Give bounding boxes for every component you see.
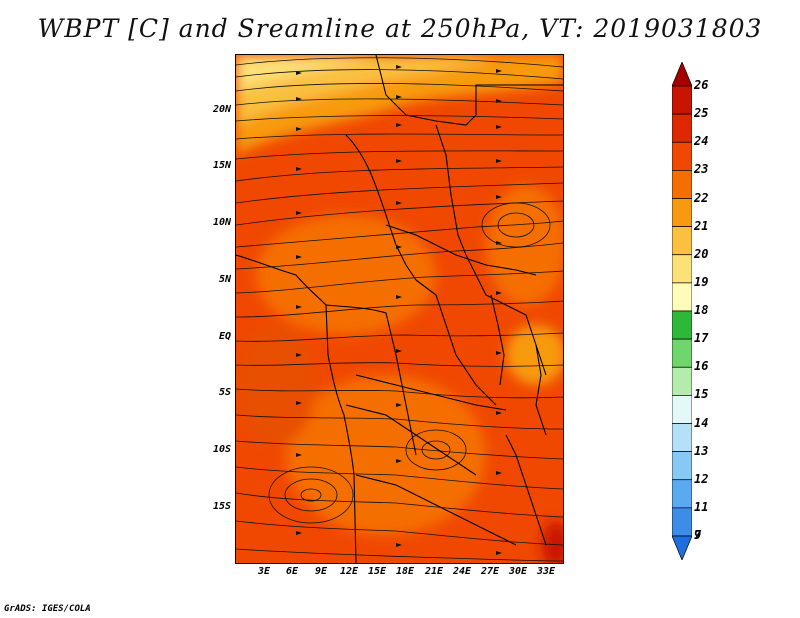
colorbar-cell-26	[672, 62, 692, 87]
colorbar-label-26: 26	[694, 78, 709, 92]
colorbar-cell-24	[672, 113, 692, 143]
colorbar-cell-16	[672, 338, 692, 368]
colorbar-label-20: 20	[694, 246, 709, 261]
colorbar-label-11: 11	[694, 499, 709, 514]
lon-label-27e: 27E	[480, 566, 500, 577]
colorbar-cell-22	[672, 170, 692, 199]
colorbar-cell-14	[672, 395, 692, 424]
lon-label-15e: 15E	[367, 566, 387, 577]
lon-label-12e: 12E	[339, 566, 359, 577]
lat-label-20n: 20N	[212, 104, 231, 115]
colorbar-cell-9	[672, 507, 692, 537]
colorbar-label-16: 16	[694, 359, 709, 374]
lon-label-21e: 21E	[424, 566, 444, 577]
lon-label-30e: 30E	[508, 566, 528, 577]
lat-label-15s: 15S	[212, 501, 231, 512]
colorbar-cell-18	[672, 282, 692, 312]
map-svg	[236, 55, 563, 563]
colorbar-label-24: 24	[694, 134, 709, 149]
lat-label-15n: 15N	[212, 160, 231, 171]
lat-label-5n: 5N	[218, 274, 231, 285]
map-plot-area	[235, 54, 564, 564]
colorbar-cell-25	[672, 85, 692, 115]
colorbar-cell-21	[672, 198, 692, 227]
lon-label-24e: 24E	[452, 566, 472, 577]
colorbar-cell-15	[672, 366, 692, 396]
lat-label-eq: EQ	[218, 331, 231, 342]
colorbar	[672, 62, 692, 560]
colorbar-cell-7	[672, 535, 692, 560]
colorbar-cell-20	[672, 226, 692, 256]
colorbar-label-13: 13	[694, 443, 709, 458]
colorbar-cell-11	[672, 479, 692, 509]
lat-label-5s: 5S	[218, 387, 231, 398]
colorbar-label-7: 7	[694, 528, 702, 542]
grads-credit: GrADS: IGES/COLA	[4, 604, 91, 614]
colorbar-label-17: 17	[694, 331, 709, 346]
lon-label-3e: 3E	[257, 566, 271, 577]
colorbar-cell-13	[672, 423, 692, 452]
colorbar-label-23: 23	[694, 162, 709, 177]
streamlines	[236, 57, 563, 562]
colorbar-label-25: 25	[694, 106, 709, 121]
colorbar-cell-12	[672, 451, 692, 481]
colorbar-label-15: 15	[694, 387, 709, 402]
colorbar-cell-19	[672, 254, 692, 284]
lat-label-10s: 10S	[212, 444, 231, 455]
lon-label-33e: 33E	[536, 566, 556, 577]
colorbar-cell-17	[672, 310, 692, 340]
colorbar-label-9: 9	[694, 528, 702, 542]
lon-label-6e: 6E	[285, 566, 299, 577]
country-borders	[236, 55, 563, 563]
lat-label-10n: 10N	[212, 217, 231, 228]
map-title: WBPT [C] and Sreamline at 250hPa, VT: 20…	[37, 14, 763, 43]
colorbar-label-12: 12	[694, 471, 709, 486]
colorbar-label-18: 18	[694, 303, 709, 317]
colorbar-label-19: 19	[694, 274, 709, 289]
colorbar-label-22: 22	[694, 190, 709, 205]
colorbar-label-21: 21	[694, 218, 709, 233]
wbpt-field-shading	[236, 55, 563, 563]
lon-label-9e: 9E	[314, 566, 328, 577]
colorbar-cell-23	[672, 141, 692, 171]
streamline-arrows	[296, 65, 502, 555]
colorbar-label-14: 14	[694, 415, 709, 430]
lon-label-18e: 18E	[395, 566, 415, 577]
